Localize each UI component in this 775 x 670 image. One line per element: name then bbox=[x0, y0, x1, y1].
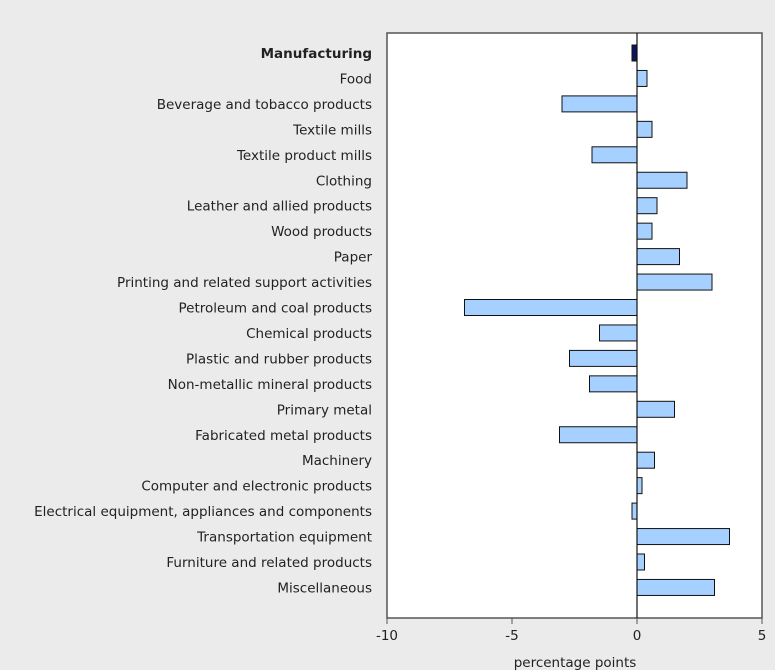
x-tick-label: -10 bbox=[376, 628, 398, 644]
category-label: Furniture and related products bbox=[166, 555, 372, 571]
x-tick-label: 0 bbox=[633, 628, 642, 644]
category-label: Chemical products bbox=[246, 326, 372, 342]
plot-area bbox=[386, 32, 763, 619]
bar bbox=[636, 120, 653, 138]
category-label: Fabricated metal products bbox=[195, 428, 372, 444]
bar bbox=[631, 502, 638, 520]
category-label: Primary metal bbox=[277, 402, 372, 418]
category-label: Textile product mills bbox=[236, 148, 372, 164]
category-label: Machinery bbox=[302, 453, 372, 469]
bar bbox=[559, 426, 638, 444]
bar bbox=[636, 528, 730, 546]
category-label: Printing and related support activities bbox=[117, 275, 372, 291]
category-label: Manufacturing bbox=[261, 46, 372, 62]
bar bbox=[636, 69, 648, 87]
category-label: Plastic and rubber products bbox=[186, 351, 372, 367]
x-tick-label: 5 bbox=[758, 628, 767, 644]
bar bbox=[589, 375, 638, 393]
bar bbox=[636, 477, 643, 495]
category-label: Electrical equipment, appliances and com… bbox=[34, 504, 372, 520]
x-tick-label: -5 bbox=[505, 628, 518, 644]
bar bbox=[636, 273, 713, 291]
category-label: Computer and electronic products bbox=[141, 479, 372, 495]
category-label: Non-metallic mineral products bbox=[168, 377, 372, 393]
category-label: Leather and allied products bbox=[187, 199, 372, 215]
bar bbox=[636, 400, 675, 418]
bar bbox=[636, 248, 680, 266]
category-label: Beverage and tobacco products bbox=[157, 97, 372, 113]
category-label: Miscellaneous bbox=[277, 580, 372, 596]
x-axis-label: percentage points bbox=[514, 655, 637, 670]
category-label: Textile mills bbox=[292, 122, 372, 138]
category-label: Food bbox=[340, 71, 372, 87]
bar bbox=[569, 349, 638, 367]
bar bbox=[591, 146, 638, 164]
bar bbox=[631, 44, 638, 62]
bar bbox=[599, 324, 638, 342]
category-label: Wood products bbox=[271, 224, 372, 240]
bar bbox=[636, 451, 655, 469]
category-label: Transportation equipment bbox=[196, 530, 372, 546]
category-label: Petroleum and coal products bbox=[179, 301, 372, 317]
category-label: Paper bbox=[334, 250, 373, 266]
bar bbox=[636, 578, 715, 596]
category-label: Clothing bbox=[316, 173, 372, 189]
bar bbox=[636, 197, 658, 215]
bar bbox=[561, 95, 638, 113]
bar bbox=[636, 553, 645, 571]
bar bbox=[636, 171, 688, 189]
bar bbox=[464, 299, 638, 316]
bar bbox=[636, 222, 653, 240]
